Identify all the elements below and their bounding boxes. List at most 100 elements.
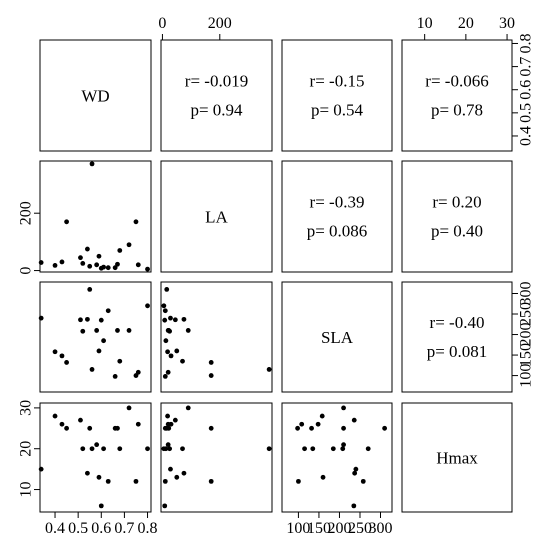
tick-label: 0	[18, 267, 35, 275]
data-point	[319, 413, 325, 419]
data-point	[115, 328, 120, 333]
data-point	[382, 425, 388, 431]
tick-label: 0.8	[138, 520, 158, 535]
data-point	[117, 358, 123, 364]
data-point	[296, 478, 301, 484]
tick-label: 150	[307, 520, 331, 535]
data-point	[135, 421, 141, 427]
data-point	[112, 374, 118, 379]
data-point	[101, 264, 106, 270]
axis-Hmax-left: 10 20 30	[18, 400, 41, 498]
data-point	[165, 413, 170, 419]
tick-label: 0.7	[518, 57, 535, 77]
data-point	[161, 303, 167, 309]
panel-Hmax-LA	[160, 402, 273, 513]
data-point	[166, 425, 172, 431]
panel-frame	[39, 281, 152, 393]
data-point	[64, 360, 69, 365]
correlation-p-label: p= 0.78	[431, 101, 483, 120]
tick-label: 150	[518, 343, 535, 367]
panel-LA-WD	[38, 160, 152, 273]
data-point	[320, 474, 326, 480]
tick-label: 250	[348, 520, 372, 535]
data-point	[98, 317, 104, 323]
tick-label: 300	[518, 281, 535, 305]
tick-label: 20	[18, 441, 35, 457]
data-point	[80, 446, 86, 452]
data-point	[135, 369, 141, 375]
data-point	[181, 470, 187, 476]
data-point	[330, 446, 336, 452]
panel-Hmax-SLA	[281, 402, 393, 513]
data-point	[64, 219, 69, 225]
data-point	[38, 466, 44, 472]
panel-frame	[39, 402, 152, 513]
data-point	[126, 242, 132, 248]
panel-frame	[281, 39, 393, 152]
axis-Hmax-top: 10 20 30	[417, 15, 515, 41]
data-point	[96, 348, 102, 354]
data-point	[126, 405, 132, 411]
data-point	[87, 263, 93, 269]
tick-label: 0.5	[68, 520, 88, 535]
tick-label: 0.4	[45, 520, 65, 535]
tick-label: 200	[208, 15, 232, 32]
panel-frame	[160, 402, 273, 513]
data-point	[87, 425, 93, 431]
data-point	[181, 316, 187, 322]
data-point	[162, 478, 168, 484]
data-point	[162, 374, 168, 379]
data-point	[163, 338, 169, 344]
data-point	[162, 308, 168, 314]
data-point	[180, 358, 185, 364]
data-point	[162, 503, 168, 509]
panel-frame	[401, 281, 513, 393]
data-point	[59, 353, 65, 359]
data-point	[164, 286, 170, 292]
data-point	[266, 446, 272, 452]
variable-label: WD	[81, 87, 109, 106]
data-point	[126, 328, 132, 333]
data-point	[145, 266, 150, 272]
data-point	[180, 446, 185, 452]
data-point	[208, 478, 214, 484]
data-point	[167, 446, 173, 452]
panel-frame	[160, 39, 273, 152]
data-point	[299, 421, 305, 427]
tick-label: 20	[458, 15, 474, 32]
tick-label: 30	[499, 15, 515, 32]
data-point	[174, 474, 180, 480]
data-point	[64, 425, 69, 431]
data-point	[85, 316, 90, 322]
data-point	[208, 425, 214, 431]
panel-Hmax-WD	[38, 402, 152, 513]
data-point	[162, 425, 168, 431]
panel-Hmax-Hmax: Hmax	[401, 402, 513, 513]
data-point	[168, 353, 174, 359]
panel-SLA-SLA: SLA	[281, 281, 393, 393]
tick-label: 30	[18, 400, 35, 416]
panel-frame	[281, 160, 393, 273]
data-point	[52, 413, 58, 419]
data-point	[352, 470, 358, 476]
data-point	[52, 263, 58, 268]
data-point	[85, 246, 90, 252]
data-point	[351, 503, 357, 509]
data-point	[105, 478, 111, 484]
data-point	[172, 417, 178, 423]
data-point	[165, 349, 170, 355]
correlation-r-label: r= -0.40	[430, 313, 485, 332]
tick-label: 200	[327, 520, 351, 535]
panel-frame	[281, 402, 393, 513]
data-point	[341, 442, 346, 448]
variable-label: SLA	[321, 328, 354, 347]
data-point	[161, 446, 167, 452]
correlation-p-label: p= 0.40	[431, 222, 483, 241]
data-point	[52, 349, 58, 355]
data-point	[101, 338, 106, 344]
data-point	[94, 262, 100, 268]
axis-LA-left: 0 200	[18, 201, 41, 275]
panel-LA-SLA: r= -0.39 p= 0.086	[281, 160, 393, 273]
data-point	[96, 474, 102, 480]
correlation-p-label: p= 0.54	[311, 101, 364, 120]
